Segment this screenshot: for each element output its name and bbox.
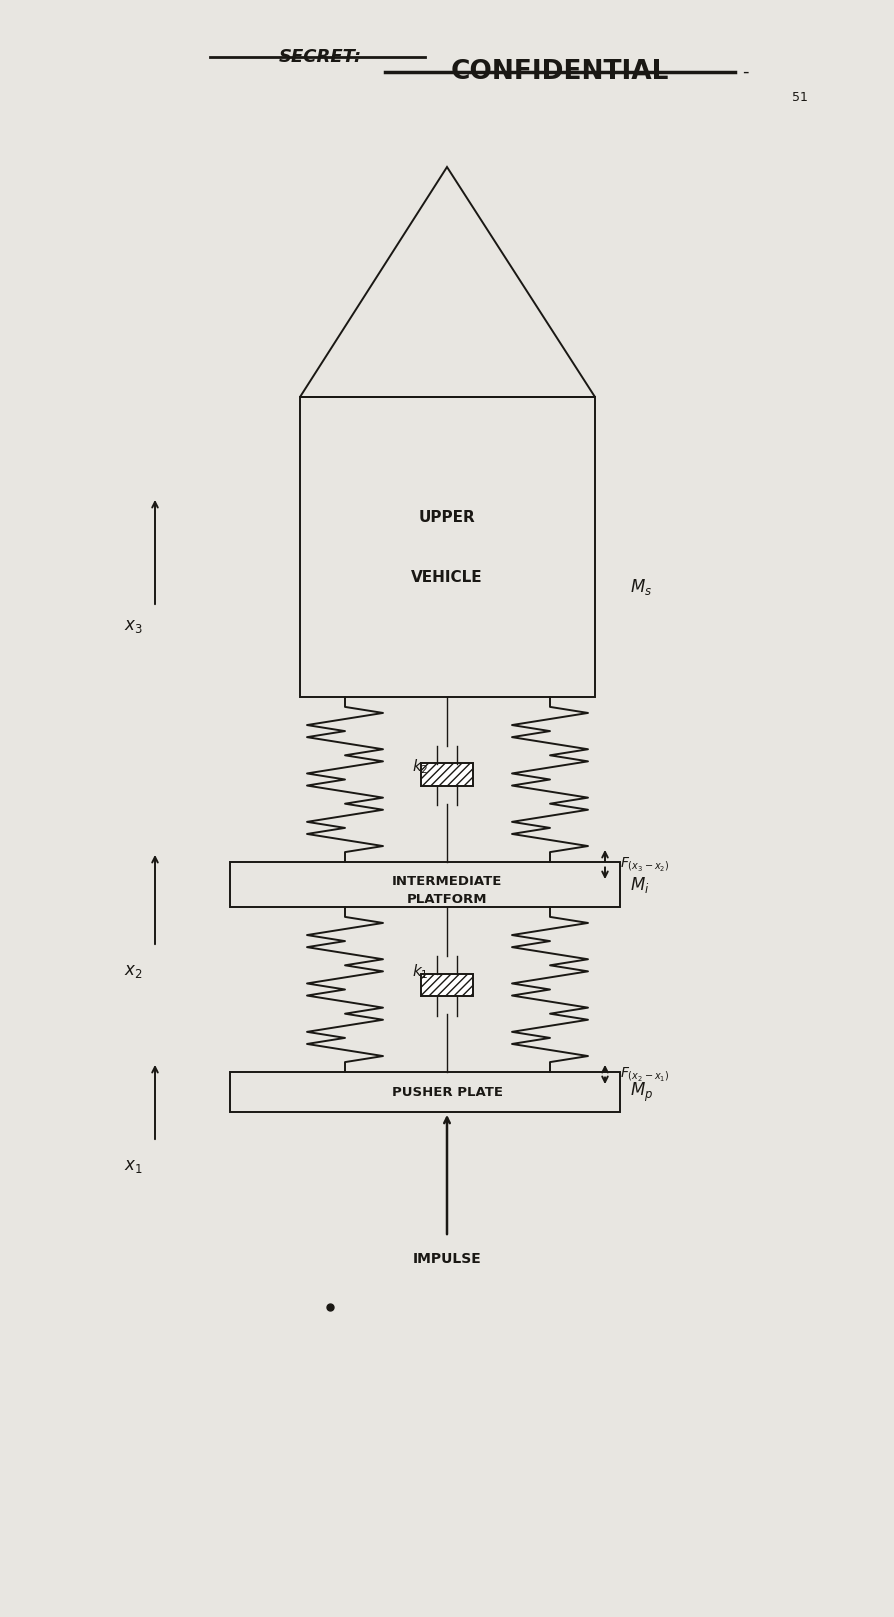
- Text: $k_2$: $k_2$: [411, 758, 427, 776]
- Text: $x_3$: $x_3$: [123, 618, 142, 635]
- Text: $k_1$: $k_1$: [411, 962, 428, 982]
- Text: CONFIDENTIAL: CONFIDENTIAL: [451, 58, 669, 86]
- Text: PLATFORM: PLATFORM: [406, 893, 486, 906]
- Text: VEHICLE: VEHICLE: [410, 569, 482, 584]
- Text: 51: 51: [791, 91, 807, 103]
- Text: UPPER: UPPER: [418, 509, 475, 524]
- Text: PUSHER PLATE: PUSHER PLATE: [391, 1085, 502, 1098]
- Text: $M_p$: $M_p$: [629, 1080, 653, 1103]
- Text: $x_1$: $x_1$: [123, 1158, 142, 1176]
- Text: SECRET:: SECRET:: [278, 49, 361, 66]
- Text: $M_s$: $M_s$: [629, 577, 652, 597]
- Text: -: -: [741, 63, 747, 81]
- Text: INTERMEDIATE: INTERMEDIATE: [392, 875, 502, 888]
- Text: IMPULSE: IMPULSE: [412, 1252, 481, 1266]
- Text: $F_{(x_3-x_2)}$: $F_{(x_3-x_2)}$: [620, 855, 669, 875]
- Text: $F_{(x_2-x_1)}$: $F_{(x_2-x_1)}$: [620, 1066, 669, 1083]
- Bar: [420, 763, 472, 786]
- Text: $x_2$: $x_2$: [123, 962, 142, 980]
- Text: $M_i$: $M_i$: [629, 875, 649, 894]
- Bar: [420, 973, 472, 996]
